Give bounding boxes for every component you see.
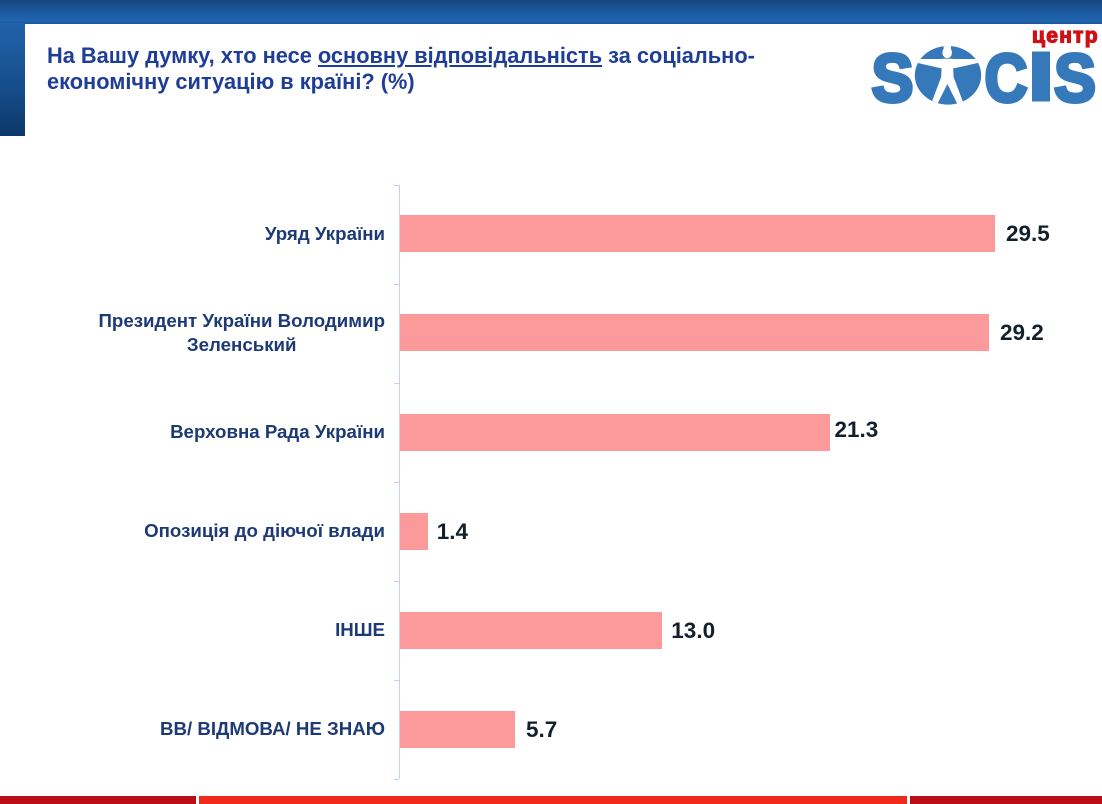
svg-text:C: C	[985, 40, 1028, 110]
svg-text:S: S	[872, 40, 914, 110]
svg-text:центр: центр	[1032, 25, 1099, 48]
svg-text:S: S	[1054, 40, 1096, 110]
